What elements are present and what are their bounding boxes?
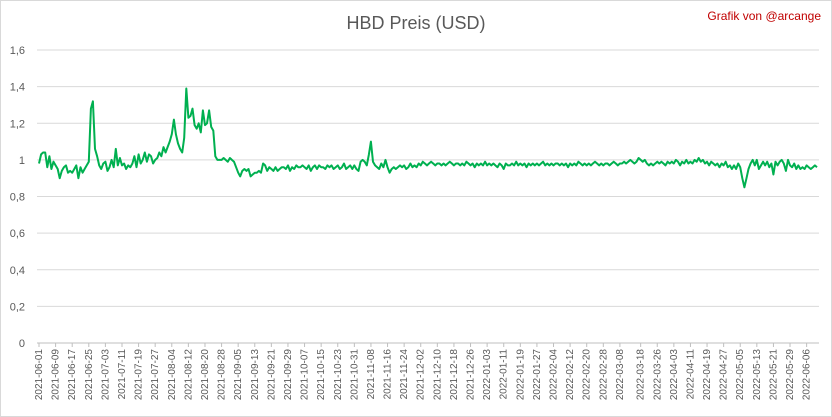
x-tick-label: 2021-10-15 bbox=[316, 349, 327, 401]
x-tick-label: 2021-09-21 bbox=[266, 349, 277, 401]
x-tick-label: 2021-08-28 bbox=[217, 349, 228, 401]
x-tick-label: 2021-07-19 bbox=[134, 349, 145, 401]
x-tick-label: 2022-04-11 bbox=[685, 349, 696, 400]
x-tick-label: 2021-07-03 bbox=[100, 349, 111, 401]
x-tick-label: 2021-12-10 bbox=[432, 349, 443, 401]
x-tick-label: 2022-03-08 bbox=[615, 349, 626, 401]
x-tick-label: 2021-09-29 bbox=[283, 349, 294, 401]
x-tick-label: 2022-02-28 bbox=[598, 349, 609, 401]
x-tick-label: 2021-06-17 bbox=[67, 349, 78, 401]
x-tick-label: 2021-08-12 bbox=[183, 349, 194, 401]
x-tick-label: 2021-10-23 bbox=[333, 349, 344, 401]
y-tick-label: 0 bbox=[19, 338, 25, 350]
y-tick-label: 1,6 bbox=[10, 45, 25, 57]
x-tick-label: 2021-07-27 bbox=[150, 349, 161, 401]
x-tick-label: 2021-12-02 bbox=[416, 349, 427, 401]
x-tick-label: 2022-01-27 bbox=[532, 349, 543, 401]
x-tick-label: 2021-07-11 bbox=[117, 349, 128, 400]
grid-lines bbox=[37, 49, 819, 344]
chart-title: HBD Preis (USD) bbox=[346, 13, 486, 33]
x-tick-label: 2021-09-05 bbox=[233, 349, 244, 401]
x-tick-label: 2021-11-16 bbox=[383, 349, 394, 400]
x-tick-label: 2021-09-13 bbox=[250, 349, 261, 401]
series-group bbox=[38, 87, 818, 189]
x-tick-label: 2021-06-25 bbox=[84, 349, 95, 401]
x-tick-label: 2021-06-01 bbox=[34, 349, 45, 401]
x-tick-label: 2022-03-26 bbox=[652, 349, 663, 401]
y-tick-label: 0,4 bbox=[10, 265, 25, 277]
x-tick-label: 2022-05-13 bbox=[752, 349, 763, 401]
y-tick-label: 1 bbox=[19, 155, 25, 167]
x-tick-label: 2022-06-06 bbox=[802, 349, 813, 401]
chart-credit: Grafik von @arcange bbox=[707, 9, 821, 23]
x-tick-label: 2022-01-03 bbox=[482, 349, 493, 401]
x-tick-label: 2021-12-26 bbox=[466, 349, 477, 401]
x-tick-label: 2021-12-18 bbox=[449, 349, 460, 401]
x-tick-label: 2022-02-12 bbox=[565, 349, 576, 401]
x-tick-label: 2022-02-04 bbox=[549, 349, 560, 401]
x-tick-label: 2021-10-31 bbox=[349, 349, 360, 401]
x-tick-label: 2022-02-20 bbox=[582, 349, 593, 401]
x-tick-label: 2022-04-19 bbox=[702, 349, 713, 401]
x-tick-label: 2021-11-24 bbox=[399, 349, 410, 400]
y-tick-label: 1,4 bbox=[10, 82, 25, 94]
x-tick-label: 2021-08-20 bbox=[200, 349, 211, 401]
x-tick-label: 2022-05-05 bbox=[735, 349, 746, 401]
x-tick-label: 2021-11-08 bbox=[366, 349, 377, 400]
y-tick-label: 0,6 bbox=[10, 228, 25, 240]
x-tick-label: 2022-01-11 bbox=[499, 349, 510, 400]
x-tick-label: 2022-05-21 bbox=[768, 349, 779, 401]
x-tick-label: 2022-01-19 bbox=[515, 349, 526, 401]
x-tick-label: 2022-04-27 bbox=[719, 349, 730, 401]
x-tick-label: 2022-04-03 bbox=[669, 349, 680, 401]
y-tick-label: 0,8 bbox=[10, 192, 25, 204]
x-tick-label: 2021-10-07 bbox=[300, 349, 311, 401]
y-axis-ticks: 0 0,2 0,4 0,6 0,8 1 1,2 1,4 1,6 bbox=[10, 45, 25, 350]
y-tick-label: 1,2 bbox=[10, 118, 25, 130]
x-tick-label: 2021-08-04 bbox=[167, 349, 178, 401]
series-line bbox=[38, 87, 818, 189]
x-tick-label: 2022-05-29 bbox=[785, 349, 796, 401]
x-axis-ticks: 2021-06-01 2021-06-09 2021-06-17 2021-06-25… bbox=[34, 343, 813, 400]
y-tick-label: 0,2 bbox=[10, 301, 25, 313]
x-tick-label: 2021-06-09 bbox=[51, 349, 62, 401]
x-tick-label: 2022-03-18 bbox=[636, 349, 647, 401]
